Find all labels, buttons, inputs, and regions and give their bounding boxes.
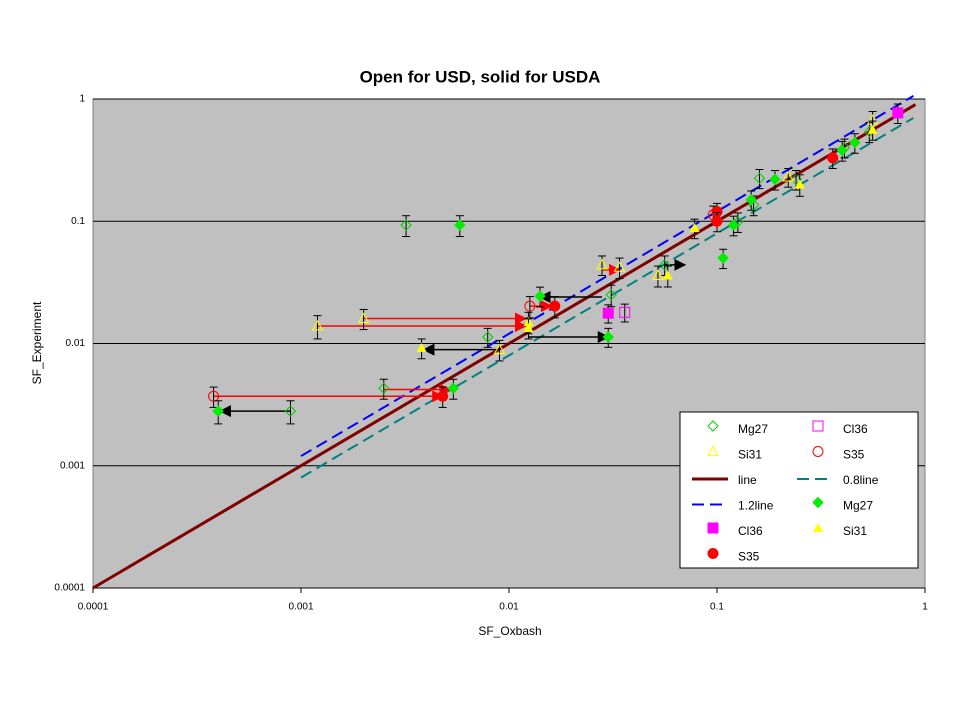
legend-label: 0.8line <box>843 473 879 487</box>
marker <box>400 219 412 231</box>
marker <box>812 496 824 509</box>
marker <box>794 179 805 189</box>
marker <box>534 290 546 302</box>
marker <box>732 216 744 228</box>
legend-label: Mg27 <box>843 499 873 513</box>
marker <box>836 144 848 157</box>
marker <box>481 331 494 343</box>
legend-label: S35 <box>738 550 760 564</box>
y-tick-label: 0.1 <box>71 216 85 227</box>
marker <box>437 390 449 402</box>
marker <box>549 300 561 312</box>
marker <box>812 420 824 432</box>
marker <box>208 390 220 402</box>
legend-label: Cl36 <box>738 524 763 538</box>
error-bar <box>402 215 411 238</box>
marker <box>707 522 719 534</box>
marker <box>613 261 626 272</box>
marker <box>493 343 506 355</box>
chart-title: Open for USD, solid for USDA <box>360 67 601 86</box>
marker <box>662 270 673 280</box>
legend-label: Mg27 <box>738 422 768 436</box>
marker <box>357 312 370 324</box>
legend-label: 1.2line <box>738 499 774 513</box>
marker <box>707 445 719 456</box>
marker <box>605 289 617 301</box>
x-tick-label: 1 <box>922 602 928 613</box>
error-bar <box>313 315 322 340</box>
marker <box>284 405 297 417</box>
marker <box>707 548 719 559</box>
marker <box>812 446 824 457</box>
marker <box>727 219 740 231</box>
y-axis-title: SF_Experiment <box>30 301 44 384</box>
x-axis-title: SF_Oxbash <box>478 624 541 638</box>
y-tick-label: 0.01 <box>66 338 86 349</box>
error-bar <box>525 296 534 319</box>
marker <box>892 107 904 119</box>
legend <box>679 411 919 569</box>
marker <box>596 258 608 270</box>
legend-label: Si31 <box>738 448 762 462</box>
x-tick-label: 0.1 <box>710 602 724 613</box>
marker <box>416 342 427 352</box>
x-tick-label: 0.01 <box>499 602 519 613</box>
legend-label: line <box>738 473 757 487</box>
y-tick-label: 0.0001 <box>54 583 85 594</box>
marker <box>652 269 664 280</box>
error-bar <box>379 378 388 400</box>
marker <box>524 300 536 312</box>
marker <box>602 307 614 319</box>
marker <box>717 252 729 264</box>
marker <box>711 215 723 227</box>
x-tick-label: 0.0001 <box>78 602 109 613</box>
legend-label: S35 <box>843 448 865 462</box>
marker <box>212 405 224 417</box>
marker <box>658 259 671 271</box>
y-tick-label: 1 <box>79 94 85 105</box>
y-tick-label: 0.001 <box>60 460 85 471</box>
marker <box>311 319 324 331</box>
marker <box>849 136 861 149</box>
legend-label: Si31 <box>843 524 867 538</box>
marker <box>454 219 466 231</box>
marker <box>378 382 390 395</box>
marker <box>769 173 781 186</box>
marker <box>523 322 534 332</box>
marker <box>447 382 460 395</box>
marker <box>753 172 766 184</box>
legend-label: Cl36 <box>843 422 868 436</box>
marker <box>813 523 823 532</box>
series-line <box>300 117 914 479</box>
marker <box>602 331 614 343</box>
error-bar <box>286 400 295 425</box>
marker <box>707 420 719 432</box>
marker <box>745 194 757 206</box>
marker <box>689 223 700 233</box>
marker <box>619 306 631 318</box>
x-tick-label: 0.001 <box>288 602 313 613</box>
marker <box>827 152 839 164</box>
marker <box>867 124 878 134</box>
series-line <box>92 103 917 590</box>
marker <box>782 170 795 182</box>
